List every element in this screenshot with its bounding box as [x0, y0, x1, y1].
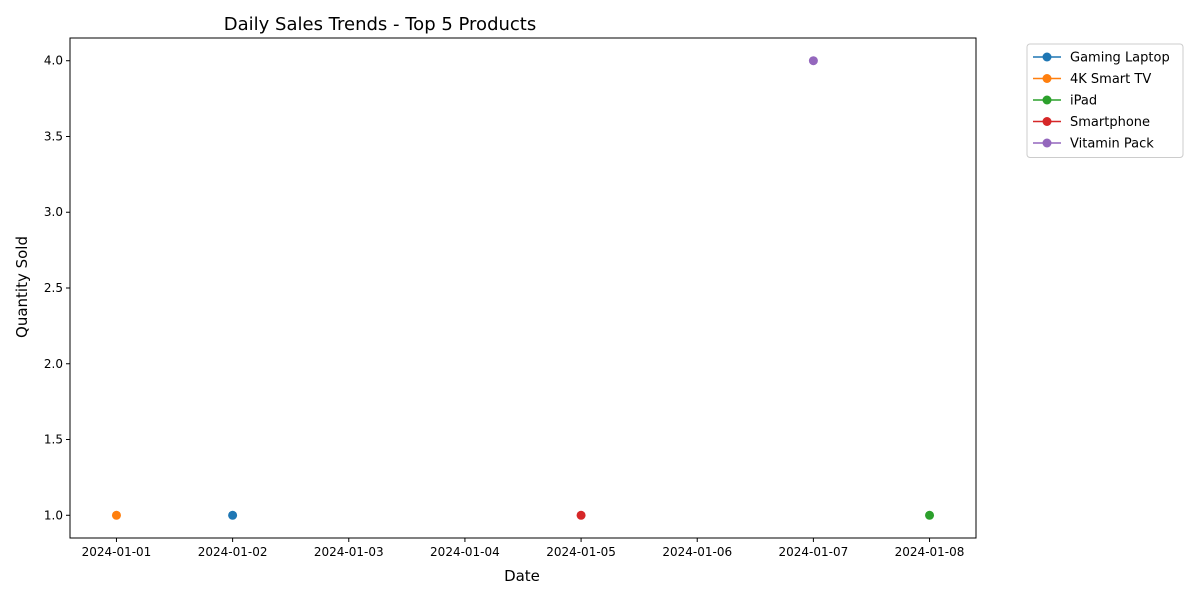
x-tick-label: 2024-01-03 — [314, 545, 384, 559]
y-tick-label: 3.0 — [44, 205, 63, 219]
y-tick-label: 2.5 — [44, 281, 63, 295]
legend: Gaming Laptop 4K Smart TV iPad Smartphone Vi… — [1026, 43, 1184, 158]
y-axis-title: Quantity Sold — [13, 236, 31, 338]
data-point[interactable] — [576, 510, 586, 520]
series-4k-smart-tv — [111, 510, 121, 520]
x-tick-label: 2024-01-05 — [546, 545, 616, 559]
plot-area: 2024-01-01 2024-01-02 2024-01-03 2024-01-04… — [44, 37, 977, 559]
x-axis-title: Date — [504, 567, 540, 585]
legend-label: Smartphone — [1070, 115, 1150, 130]
y-tick-label: 1.0 — [44, 508, 63, 522]
y-tick-label: 2.0 — [44, 357, 63, 371]
legend-box — [1026, 43, 1184, 158]
legend-item: 4K Smart TV — [1033, 72, 1151, 87]
legend-marker — [1042, 52, 1052, 62]
legend-item: Gaming Laptop — [1033, 51, 1170, 66]
y-tick-label: 1.5 — [44, 433, 63, 447]
x-tick-label: 2024-01-06 — [662, 545, 732, 559]
chart-title: Daily Sales Trends - Top 5 Products — [224, 14, 536, 35]
data-point[interactable] — [925, 510, 935, 520]
x-tick-label: 2024-01-04 — [430, 545, 500, 559]
series-ipad — [925, 510, 935, 520]
legend-item: Smartphone — [1033, 115, 1150, 130]
x-tick-label: 2024-01-08 — [895, 545, 965, 559]
series-gaming-laptop — [228, 510, 238, 520]
legend-marker — [1042, 74, 1052, 83]
y-tick-label: 4.0 — [44, 54, 63, 68]
y-tick-label: 3.5 — [44, 129, 63, 143]
legend-marker — [1042, 95, 1052, 105]
data-point[interactable] — [111, 510, 121, 520]
data-point[interactable] — [808, 56, 818, 66]
data-point[interactable] — [228, 510, 238, 520]
legend-item: Vitamin Pack — [1033, 137, 1154, 152]
legend-label: iPad — [1070, 94, 1097, 109]
series-smartphone — [576, 510, 586, 520]
legend-marker — [1042, 117, 1052, 126]
legend-label: Gaming Laptop — [1070, 51, 1170, 66]
plot-frame — [69, 37, 977, 539]
legend-label: Vitamin Pack — [1070, 137, 1154, 152]
x-tick-label: 2024-01-02 — [198, 545, 268, 559]
x-tick-label: 2024-01-01 — [82, 545, 152, 559]
legend-label: 4K Smart TV — [1070, 72, 1151, 87]
legend-marker — [1042, 138, 1052, 148]
series-vitamin-pack — [808, 56, 818, 66]
legend-item: iPad — [1033, 94, 1097, 109]
x-tick-label: 2024-01-07 — [779, 545, 849, 559]
